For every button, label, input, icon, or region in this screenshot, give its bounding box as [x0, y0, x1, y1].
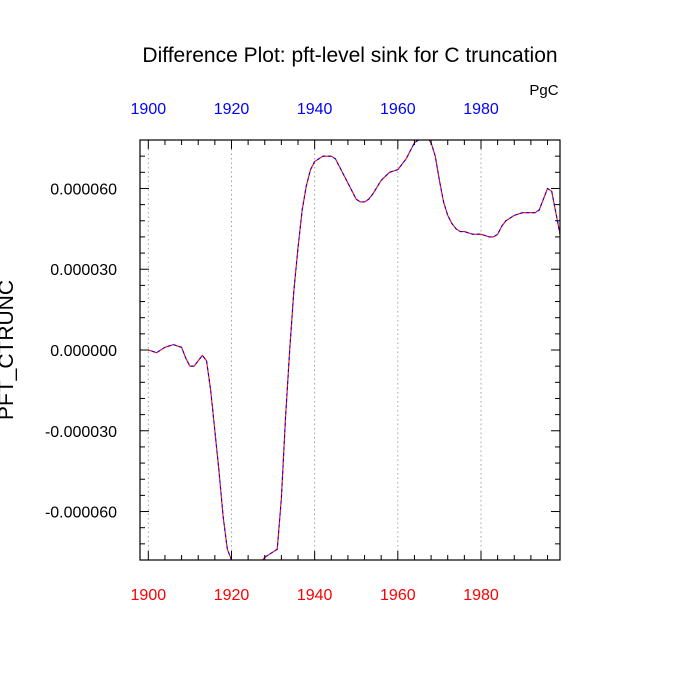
series-line [140, 140, 560, 560]
x-tick-label-bottom: 1960 [380, 587, 416, 604]
x-tick-label-top: 1960 [380, 101, 416, 118]
grid-lines [147, 140, 482, 560]
y-tick-label: -0.000030 [45, 424, 117, 441]
x-tick-label-bottom: 1980 [463, 587, 499, 604]
axis-ticks [140, 139, 560, 561]
x-tick-label-top: 1980 [463, 101, 499, 118]
series-line-dashed [140, 140, 560, 560]
tick-labels: 1900 1900 1920 1920 1940 1940 1960 1960 1980 1980… [45, 101, 499, 604]
y-tick-label: 0.000060 [50, 181, 117, 198]
x-tick-label-top: 1900 [131, 101, 167, 118]
x-tick-label-bottom: 1900 [131, 587, 167, 604]
units-label: PgC [529, 82, 558, 99]
y-tick-label: -0.000060 [45, 505, 117, 522]
y-tick-label: 0.000000 [50, 343, 117, 360]
series-layer [140, 140, 560, 560]
chart-title: Difference Plot: pft-level sink for C tr… [142, 44, 557, 67]
x-tick-label-top: 1920 [214, 101, 250, 118]
x-tick-label-bottom: 1940 [297, 587, 333, 604]
x-tick-label-top: 1940 [297, 101, 333, 118]
y-tick-label: 0.000030 [50, 262, 117, 279]
y-axis-label: PFT_CTRUNC [0, 280, 18, 420]
x-tick-label-bottom: 1920 [214, 587, 250, 604]
plot-frame [139, 139, 561, 561]
